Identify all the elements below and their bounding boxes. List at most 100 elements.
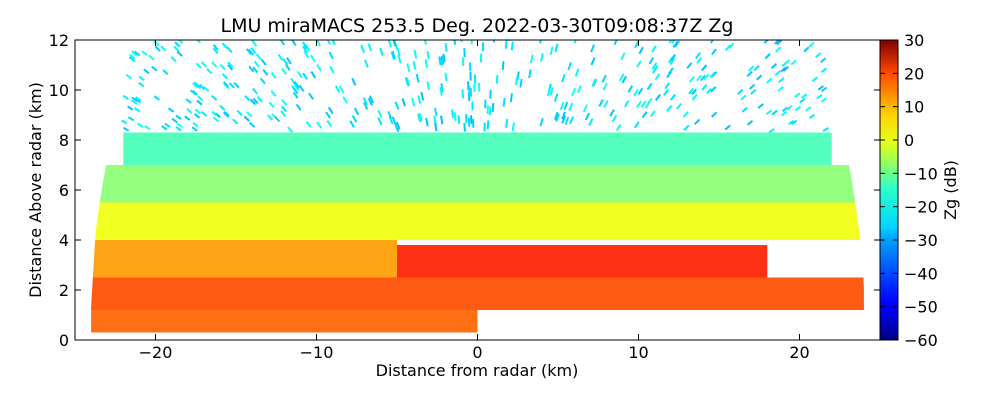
echo-dash xyxy=(249,66,254,71)
echo-dash xyxy=(531,55,533,63)
echo-dash xyxy=(288,127,293,132)
echo-dash xyxy=(490,107,491,116)
echo-dash xyxy=(297,104,301,110)
echo-dash xyxy=(198,96,203,100)
echo-dash xyxy=(772,111,777,115)
echo-dash xyxy=(272,73,276,79)
echo-dash xyxy=(234,83,239,88)
echo-dash xyxy=(764,38,769,43)
echo-dash xyxy=(197,101,202,105)
echo-dash xyxy=(439,57,440,66)
echo-dash xyxy=(690,77,694,82)
echo-dash xyxy=(268,115,273,120)
echo-dash xyxy=(195,114,200,118)
echo-dash xyxy=(196,63,201,68)
echo-dash xyxy=(177,123,182,127)
echo-dash xyxy=(122,120,127,123)
echo-dash xyxy=(748,121,753,125)
echo-dash xyxy=(642,101,646,107)
echo-dash xyxy=(426,118,428,126)
echo-dash xyxy=(253,67,257,72)
echo-dash xyxy=(638,88,642,94)
echo-dash xyxy=(446,43,447,52)
colorbar xyxy=(880,40,898,340)
echo-dash xyxy=(427,82,429,90)
echo-dash xyxy=(336,86,340,93)
echo-dash xyxy=(565,117,568,124)
colorbar-tick-label: −40 xyxy=(904,264,938,283)
echo-dash xyxy=(620,74,624,81)
echo-dash xyxy=(769,129,774,133)
echo-dash xyxy=(621,53,625,60)
echo-dash xyxy=(311,55,315,62)
echo-dash xyxy=(625,101,629,107)
echo-dash xyxy=(155,47,160,51)
echo-dash xyxy=(570,117,573,124)
echo-dash xyxy=(378,110,381,117)
echo-dash xyxy=(255,61,259,67)
echo-dash xyxy=(725,125,730,129)
echo-dash xyxy=(427,51,429,59)
echo-dash xyxy=(195,109,200,113)
echo-dash xyxy=(767,79,772,83)
echo-dash xyxy=(637,101,641,107)
echo-dash xyxy=(642,112,646,118)
reflectivity-layer xyxy=(91,240,397,278)
echo-dash xyxy=(695,120,700,125)
echo-dash xyxy=(250,123,255,128)
echo-dash xyxy=(415,50,417,58)
echo-dash xyxy=(634,90,638,96)
echo-dash xyxy=(446,73,447,82)
y-tick-label: 2 xyxy=(59,281,69,300)
echo-dash xyxy=(177,52,182,57)
echo-dash xyxy=(329,107,333,113)
reflectivity-field xyxy=(91,133,864,333)
echo-dash xyxy=(282,69,286,75)
x-tick-label: −20 xyxy=(139,343,173,362)
echo-dash xyxy=(317,122,321,128)
echo-dash xyxy=(135,108,140,112)
echo-dash xyxy=(176,115,181,119)
echo-dash xyxy=(163,70,168,74)
echo-dash xyxy=(441,57,442,66)
echo-dash xyxy=(747,72,752,77)
echo-dash xyxy=(227,47,232,52)
echo-dash xyxy=(286,64,290,70)
echo-dash xyxy=(309,93,313,99)
echo-dash xyxy=(398,48,400,56)
echo-dash xyxy=(279,54,283,60)
echo-dash xyxy=(330,66,334,73)
echo-dash xyxy=(172,119,177,123)
echo-dash xyxy=(287,58,291,64)
echo-dash xyxy=(365,60,368,67)
echo-dash xyxy=(412,98,414,106)
echo-dash xyxy=(139,83,144,87)
echo-dash xyxy=(635,122,639,128)
echo-dash xyxy=(220,106,225,110)
echo-dash xyxy=(617,124,621,130)
echo-dash xyxy=(592,58,595,65)
sparse-upper-echoes xyxy=(122,32,829,132)
echo-dash xyxy=(750,85,755,90)
echo-dash xyxy=(578,85,581,92)
y-tick-label: 6 xyxy=(59,181,69,200)
echo-dash xyxy=(245,96,250,101)
echo-dash xyxy=(174,47,179,52)
echo-dash xyxy=(712,112,717,117)
echo-dash xyxy=(809,42,814,46)
chart-title: LMU miraMACS 253.5 Deg. 2022-03-30T09:08… xyxy=(221,15,734,37)
y-tick-label: 8 xyxy=(59,131,69,150)
echo-dash xyxy=(589,119,593,126)
echo-dash xyxy=(426,59,428,67)
colorbar-label: Zg (dB) xyxy=(941,160,960,220)
echo-dash xyxy=(440,87,441,96)
reflectivity-layer xyxy=(91,203,864,241)
x-tick-label: 20 xyxy=(789,343,809,362)
echo-dash xyxy=(247,112,252,117)
echo-dash xyxy=(307,122,311,128)
echo-dash xyxy=(697,58,701,64)
echo-dash xyxy=(513,123,514,132)
echo-dash xyxy=(692,95,697,100)
echo-dash xyxy=(738,90,743,95)
echo-dash xyxy=(564,102,567,110)
